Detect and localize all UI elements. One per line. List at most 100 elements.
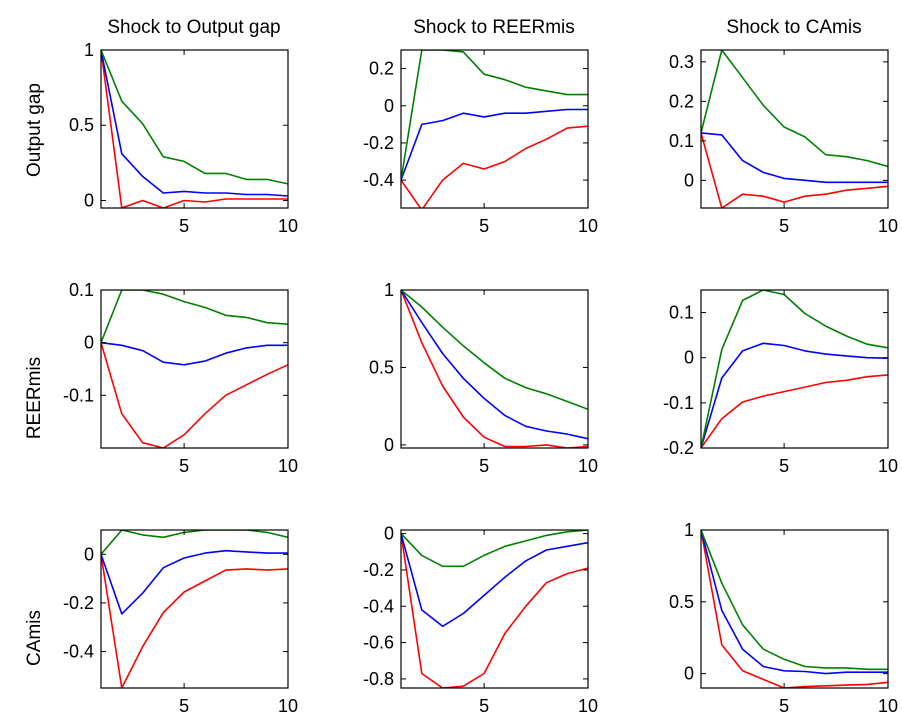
- lower-band-line: [401, 125, 588, 208]
- y-tick-label: -0.6: [363, 633, 394, 653]
- y-tick-label: 0: [684, 348, 694, 368]
- chart-panel-r1c3: 0 0.1 0.2 0.3 5 10: [669, 49, 898, 236]
- median-line: [101, 549, 288, 615]
- upper-band-line: [401, 50, 588, 181]
- y-tick-label: 0.5: [669, 592, 694, 612]
- median-line: [401, 533, 588, 628]
- median-line: [701, 132, 888, 184]
- y-tick-label: -0.2: [363, 133, 394, 153]
- series-group: [101, 530, 288, 688]
- axes-frame: [400, 529, 589, 689]
- column-titles: Shock to Output gap Shock to REERmis Sho…: [107, 17, 861, 38]
- x-tick-label: 10: [878, 696, 898, 716]
- upper-band-line: [101, 290, 288, 343]
- axes-frame: [700, 49, 889, 209]
- series-group: [701, 50, 888, 208]
- y-tick-label: 0: [84, 190, 94, 210]
- axes-frame: [700, 289, 889, 449]
- x-tick-label: 10: [578, 216, 598, 236]
- y-tick-label: 0.2: [669, 91, 694, 111]
- x-tick-label: 5: [779, 696, 789, 716]
- series-group: [401, 530, 588, 688]
- row-label-output-gap: Output gap: [24, 83, 45, 177]
- y-tick-label: 0.5: [369, 357, 394, 377]
- x-tick-label: 5: [479, 696, 489, 716]
- y-tick-label: 0.3: [669, 52, 694, 72]
- column-title-shock-output-gap: Shock to Output gap: [107, 17, 280, 38]
- y-tick-label: -0.2: [363, 560, 394, 580]
- series-group: [401, 290, 588, 448]
- series-group: [701, 290, 888, 448]
- axes-frame: [400, 289, 589, 449]
- y-tick-label: 0.1: [669, 131, 694, 151]
- y-tick-label: -0.2: [63, 593, 94, 613]
- median-line: [401, 290, 588, 440]
- y-tick-label: -0.4: [63, 642, 94, 662]
- y-tick-label: 0: [384, 435, 394, 455]
- y-tick-label: 0.1: [669, 303, 694, 323]
- upper-band-line: [401, 530, 588, 568]
- axes-frame: [100, 529, 289, 689]
- chart-panel-r3c1: -0.4 -0.2 0 5 10: [63, 529, 298, 716]
- upper-band-line: [701, 530, 888, 671]
- axes-frame: [700, 529, 889, 689]
- lower-band-line: [101, 50, 288, 208]
- x-tick-label: 5: [179, 696, 189, 716]
- row-label-camis: CAmis: [24, 610, 45, 666]
- x-tick-label: 5: [479, 216, 489, 236]
- y-tick-label: 0: [684, 170, 694, 190]
- lower-band-line: [701, 374, 888, 448]
- x-tick-label: 10: [278, 216, 298, 236]
- x-tick-label: 10: [578, 456, 598, 476]
- row-label-reermis: REERmis: [24, 357, 45, 439]
- axes-frame: [100, 289, 289, 449]
- chart-panel-r2c1: -0.1 0 0.1 5 10: [63, 280, 298, 476]
- upper-band-line: [101, 50, 288, 185]
- axes-frame: [100, 49, 289, 209]
- y-tick-label: 0.1: [69, 280, 94, 300]
- y-tick-label: 1: [384, 280, 394, 300]
- x-tick-label: 5: [179, 456, 189, 476]
- series-group: [401, 50, 588, 208]
- y-tick-label: -0.8: [363, 669, 394, 689]
- y-tick-label: 0: [84, 333, 94, 353]
- lower-band-line: [101, 342, 288, 448]
- x-tick-label: 5: [779, 456, 789, 476]
- lower-band-line: [401, 290, 588, 448]
- lower-band-line: [401, 533, 588, 688]
- y-tick-label: 1: [84, 40, 94, 60]
- row-labels: Output gap REERmis CAmis: [24, 83, 45, 666]
- upper-band-line: [701, 50, 888, 168]
- median-line: [101, 50, 288, 197]
- axes-frame: [400, 49, 589, 209]
- y-tick-label: 1: [684, 520, 694, 540]
- x-tick-label: 5: [179, 216, 189, 236]
- y-tick-label: 0: [684, 664, 694, 684]
- x-tick-label: 10: [278, 456, 298, 476]
- median-line: [701, 342, 888, 448]
- chart-panel-r2c3: -0.2 -0.1 0 0.1 5 10: [663, 289, 898, 476]
- y-tick-label: -0.4: [363, 596, 394, 616]
- series-group: [101, 50, 288, 208]
- upper-band-line: [701, 290, 888, 448]
- x-tick-label: 10: [278, 696, 298, 716]
- y-tick-label: 0: [84, 544, 94, 564]
- lower-band-line: [701, 132, 888, 208]
- x-tick-label: 5: [779, 216, 789, 236]
- x-tick-label: 10: [878, 456, 898, 476]
- chart-panel-r3c3: 0 0.5 1 5 10: [669, 520, 898, 716]
- y-tick-label: 0.2: [369, 59, 394, 79]
- y-tick-label: -0.2: [663, 438, 694, 458]
- chart-panel-r2c2: 0 0.5 1 5 10: [369, 280, 598, 476]
- chart-panel-r1c2: -0.4 -0.2 0 0.2 5 10: [363, 49, 598, 236]
- column-title-shock-reermis: Shock to REERmis: [413, 17, 575, 38]
- x-tick-label: 5: [479, 456, 489, 476]
- x-tick-label: 10: [878, 216, 898, 236]
- median-line: [701, 530, 888, 675]
- upper-band-line: [401, 290, 588, 411]
- y-tick-label: -0.1: [663, 393, 694, 413]
- chart-panel-r1c1: 0 0.5 1 5 10: [69, 40, 298, 236]
- median-line: [401, 108, 588, 181]
- y-tick-label: 0: [384, 96, 394, 116]
